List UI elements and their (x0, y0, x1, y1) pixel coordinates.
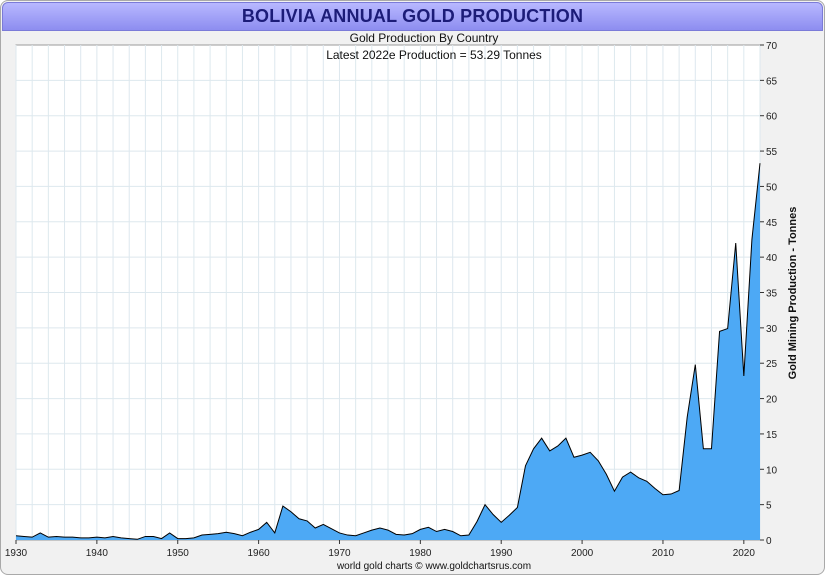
x-tick-label: 1980 (409, 548, 432, 559)
y-tick-label: 60 (766, 112, 778, 123)
production-line (15, 163, 761, 540)
x-tick-label: 1940 (86, 548, 109, 559)
y-tick-label: 50 (766, 182, 778, 193)
x-tick-label: 1960 (247, 548, 270, 559)
x-tick-label: 1930 (5, 548, 28, 559)
latest-production-annotation: Latest 2022e Production = 53.29 Tonnes (326, 48, 542, 62)
production-area (16, 163, 760, 540)
y-tick-label: 0 (766, 536, 772, 547)
y-tick-label: 40 (766, 253, 778, 264)
y-tick-label: 45 (766, 218, 778, 229)
x-axis-ticks: 1930 1940 1950 1960 1970 1980 1990 2000 2010 2020 (5, 540, 756, 559)
y-tick-label: 30 (766, 324, 778, 335)
y-tick-label: 55 (766, 147, 778, 158)
x-tick-label: 1970 (328, 548, 351, 559)
x-tick-label: 2020 (733, 548, 756, 559)
y-tick-label: 10 (766, 465, 778, 476)
x-tick-label: 2000 (571, 548, 594, 559)
y-tick-label: 15 (766, 430, 778, 441)
x-tick-label: 1950 (167, 548, 190, 559)
y-axis-ticks: 0 5 10 15 20 25 30 35 40 45 50 55 60 65 70 (760, 41, 778, 547)
chart-footer: world gold charts © www.goldchartsrus.co… (336, 561, 531, 572)
x-tick-label: 1990 (490, 548, 513, 559)
y-tick-label: 35 (766, 289, 778, 300)
y-tick-label: 5 (766, 501, 772, 512)
y-axis-label: Gold Mining Production - Tonnes (787, 207, 799, 380)
chart-subtitle: Gold Production By Country (350, 31, 499, 45)
y-tick-label: 70 (766, 41, 778, 52)
chart-title-bar: BOLIVIA ANNUAL GOLD PRODUCTION (2, 2, 823, 31)
x-tick-label: 2010 (652, 548, 675, 559)
y-tick-label: 20 (766, 395, 778, 406)
y-tick-label: 65 (766, 76, 778, 87)
chart-title: BOLIVIA ANNUAL GOLD PRODUCTION (241, 6, 584, 26)
y-tick-label: 25 (766, 359, 778, 370)
